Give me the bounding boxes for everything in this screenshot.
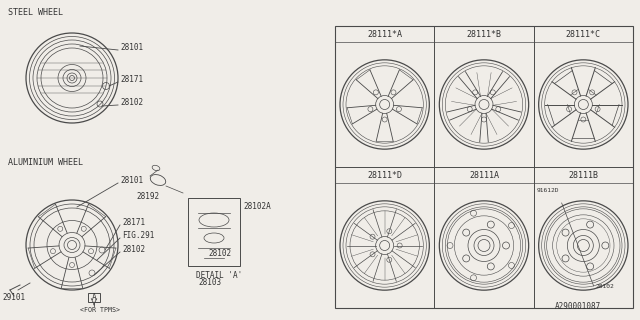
Text: ALUMINIUM WHEEL: ALUMINIUM WHEEL (8, 158, 83, 167)
Text: 28111*A: 28111*A (367, 29, 402, 38)
Text: <FOR TPMS>: <FOR TPMS> (80, 307, 120, 313)
Text: 28111*C: 28111*C (566, 29, 601, 38)
Text: 28111*B: 28111*B (467, 29, 502, 38)
Text: FIG.291: FIG.291 (122, 230, 154, 239)
Bar (188, 198, 240, 266)
Text: 28101: 28101 (120, 175, 143, 185)
Text: DETAIL 'A': DETAIL 'A' (196, 271, 243, 280)
Text: 28102: 28102 (120, 98, 143, 107)
Text: 28101: 28101 (120, 43, 143, 52)
Text: 28171: 28171 (122, 218, 145, 227)
Bar (88, 293, 100, 302)
Text: 28171: 28171 (120, 75, 143, 84)
Text: A: A (92, 293, 96, 302)
Text: A290001087: A290001087 (555, 302, 601, 311)
Text: 28102: 28102 (122, 244, 145, 253)
Text: 91612D: 91612D (537, 188, 559, 193)
Text: 28111B: 28111B (568, 171, 598, 180)
Text: 28103: 28103 (198, 278, 221, 287)
Text: 28111*D: 28111*D (367, 171, 402, 180)
Text: 28102: 28102 (596, 284, 614, 289)
Text: 28102A: 28102A (243, 202, 271, 211)
Text: STEEL WHEEL: STEEL WHEEL (8, 8, 63, 17)
Bar (335, 26, 633, 308)
Text: 28111A: 28111A (469, 171, 499, 180)
Text: 28192: 28192 (136, 191, 159, 201)
Text: 29101: 29101 (2, 293, 25, 302)
Text: 28102: 28102 (208, 249, 231, 258)
